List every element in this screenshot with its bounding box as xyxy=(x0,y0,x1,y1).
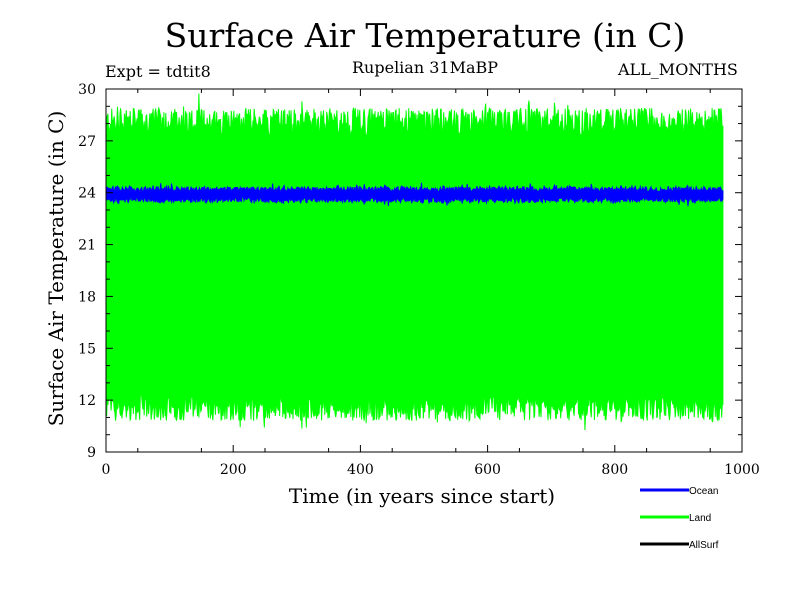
x-tick-label: 800 xyxy=(601,462,628,478)
y-tick-label: 27 xyxy=(78,134,96,150)
x-tick-label: 400 xyxy=(347,462,374,478)
y-tick-label: 9 xyxy=(87,445,96,461)
y-tick-label: 12 xyxy=(78,393,96,409)
season-label: ALL_MONTHS xyxy=(618,60,738,79)
plot-frame xyxy=(105,88,743,453)
legend-label-land: Land xyxy=(689,513,711,524)
legend-label-allsurf: AllSurf xyxy=(689,540,719,551)
experiment-label: Expt = tdtit8 xyxy=(105,62,211,81)
y-tick-label: 30 xyxy=(78,82,96,98)
x-tick-label: 600 xyxy=(474,462,501,478)
y-tick-label: 24 xyxy=(78,186,96,202)
series-ocean xyxy=(105,182,724,207)
y-tick-label: 21 xyxy=(78,238,96,254)
x-tick-label: 200 xyxy=(220,462,247,478)
plot-area xyxy=(105,93,724,430)
x-tick-label: 0 xyxy=(102,462,111,478)
x-axis-title: Time (in years since start) xyxy=(289,484,555,508)
legend: Ocean Land AllSurf xyxy=(640,486,719,551)
y-tick-label: 15 xyxy=(78,341,96,357)
y-axis-title: Surface Air Temperature (in C) xyxy=(44,111,68,427)
subtitle-label: Rupelian 31MaBP xyxy=(352,58,499,77)
y-tick-label: 18 xyxy=(78,289,96,305)
legend-label-ocean: Ocean xyxy=(689,486,718,497)
chart-title: Surface Air Temperature (in C) xyxy=(164,16,686,55)
x-tick-label: 1000 xyxy=(724,462,760,478)
axes: 0 200 400 600 800 1000 9 12 15 18 21 24 27 30 Time (in… xyxy=(44,82,760,508)
series-land xyxy=(105,93,724,430)
